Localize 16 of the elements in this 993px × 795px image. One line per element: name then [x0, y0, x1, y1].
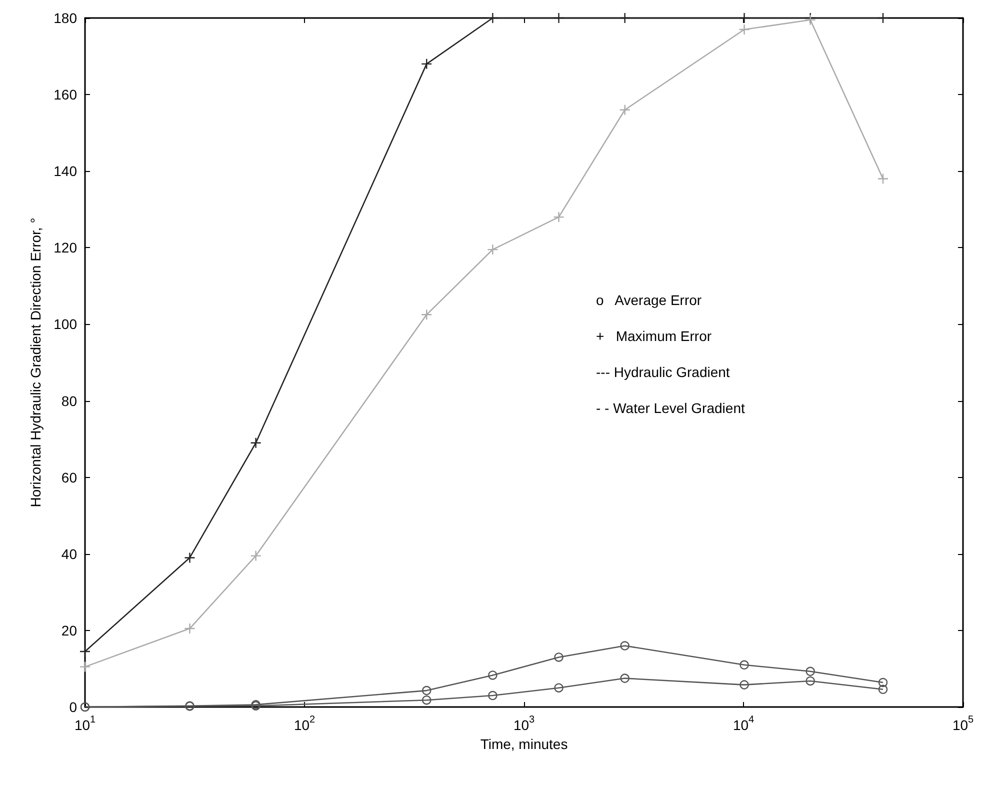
y-tick-label: 160: [54, 86, 78, 103]
y-tick-label: 40: [61, 546, 78, 562]
y-tick-label: 0: [69, 699, 78, 715]
y-tick-label: 180: [54, 10, 78, 26]
y-axis-title: Horizontal Hydraulic Gradient Direction Error, °: [28, 218, 44, 508]
y-tick-label: 120: [54, 240, 78, 256]
y-tick-label: 60: [61, 469, 78, 486]
annotation: + Maximum Error: [596, 328, 712, 344]
annotation: o Average Error: [596, 292, 702, 308]
y-tick-label: 80: [61, 392, 78, 409]
y-tick-label: 100: [54, 316, 78, 332]
y-tick-label: 20: [61, 622, 78, 638]
y-tick-label: 140: [54, 163, 78, 180]
x-axis-title: Time, minutes: [480, 736, 568, 752]
annotation: - - Water Level Gradient: [596, 400, 745, 416]
annotation: --- Hydraulic Gradient: [596, 364, 730, 380]
